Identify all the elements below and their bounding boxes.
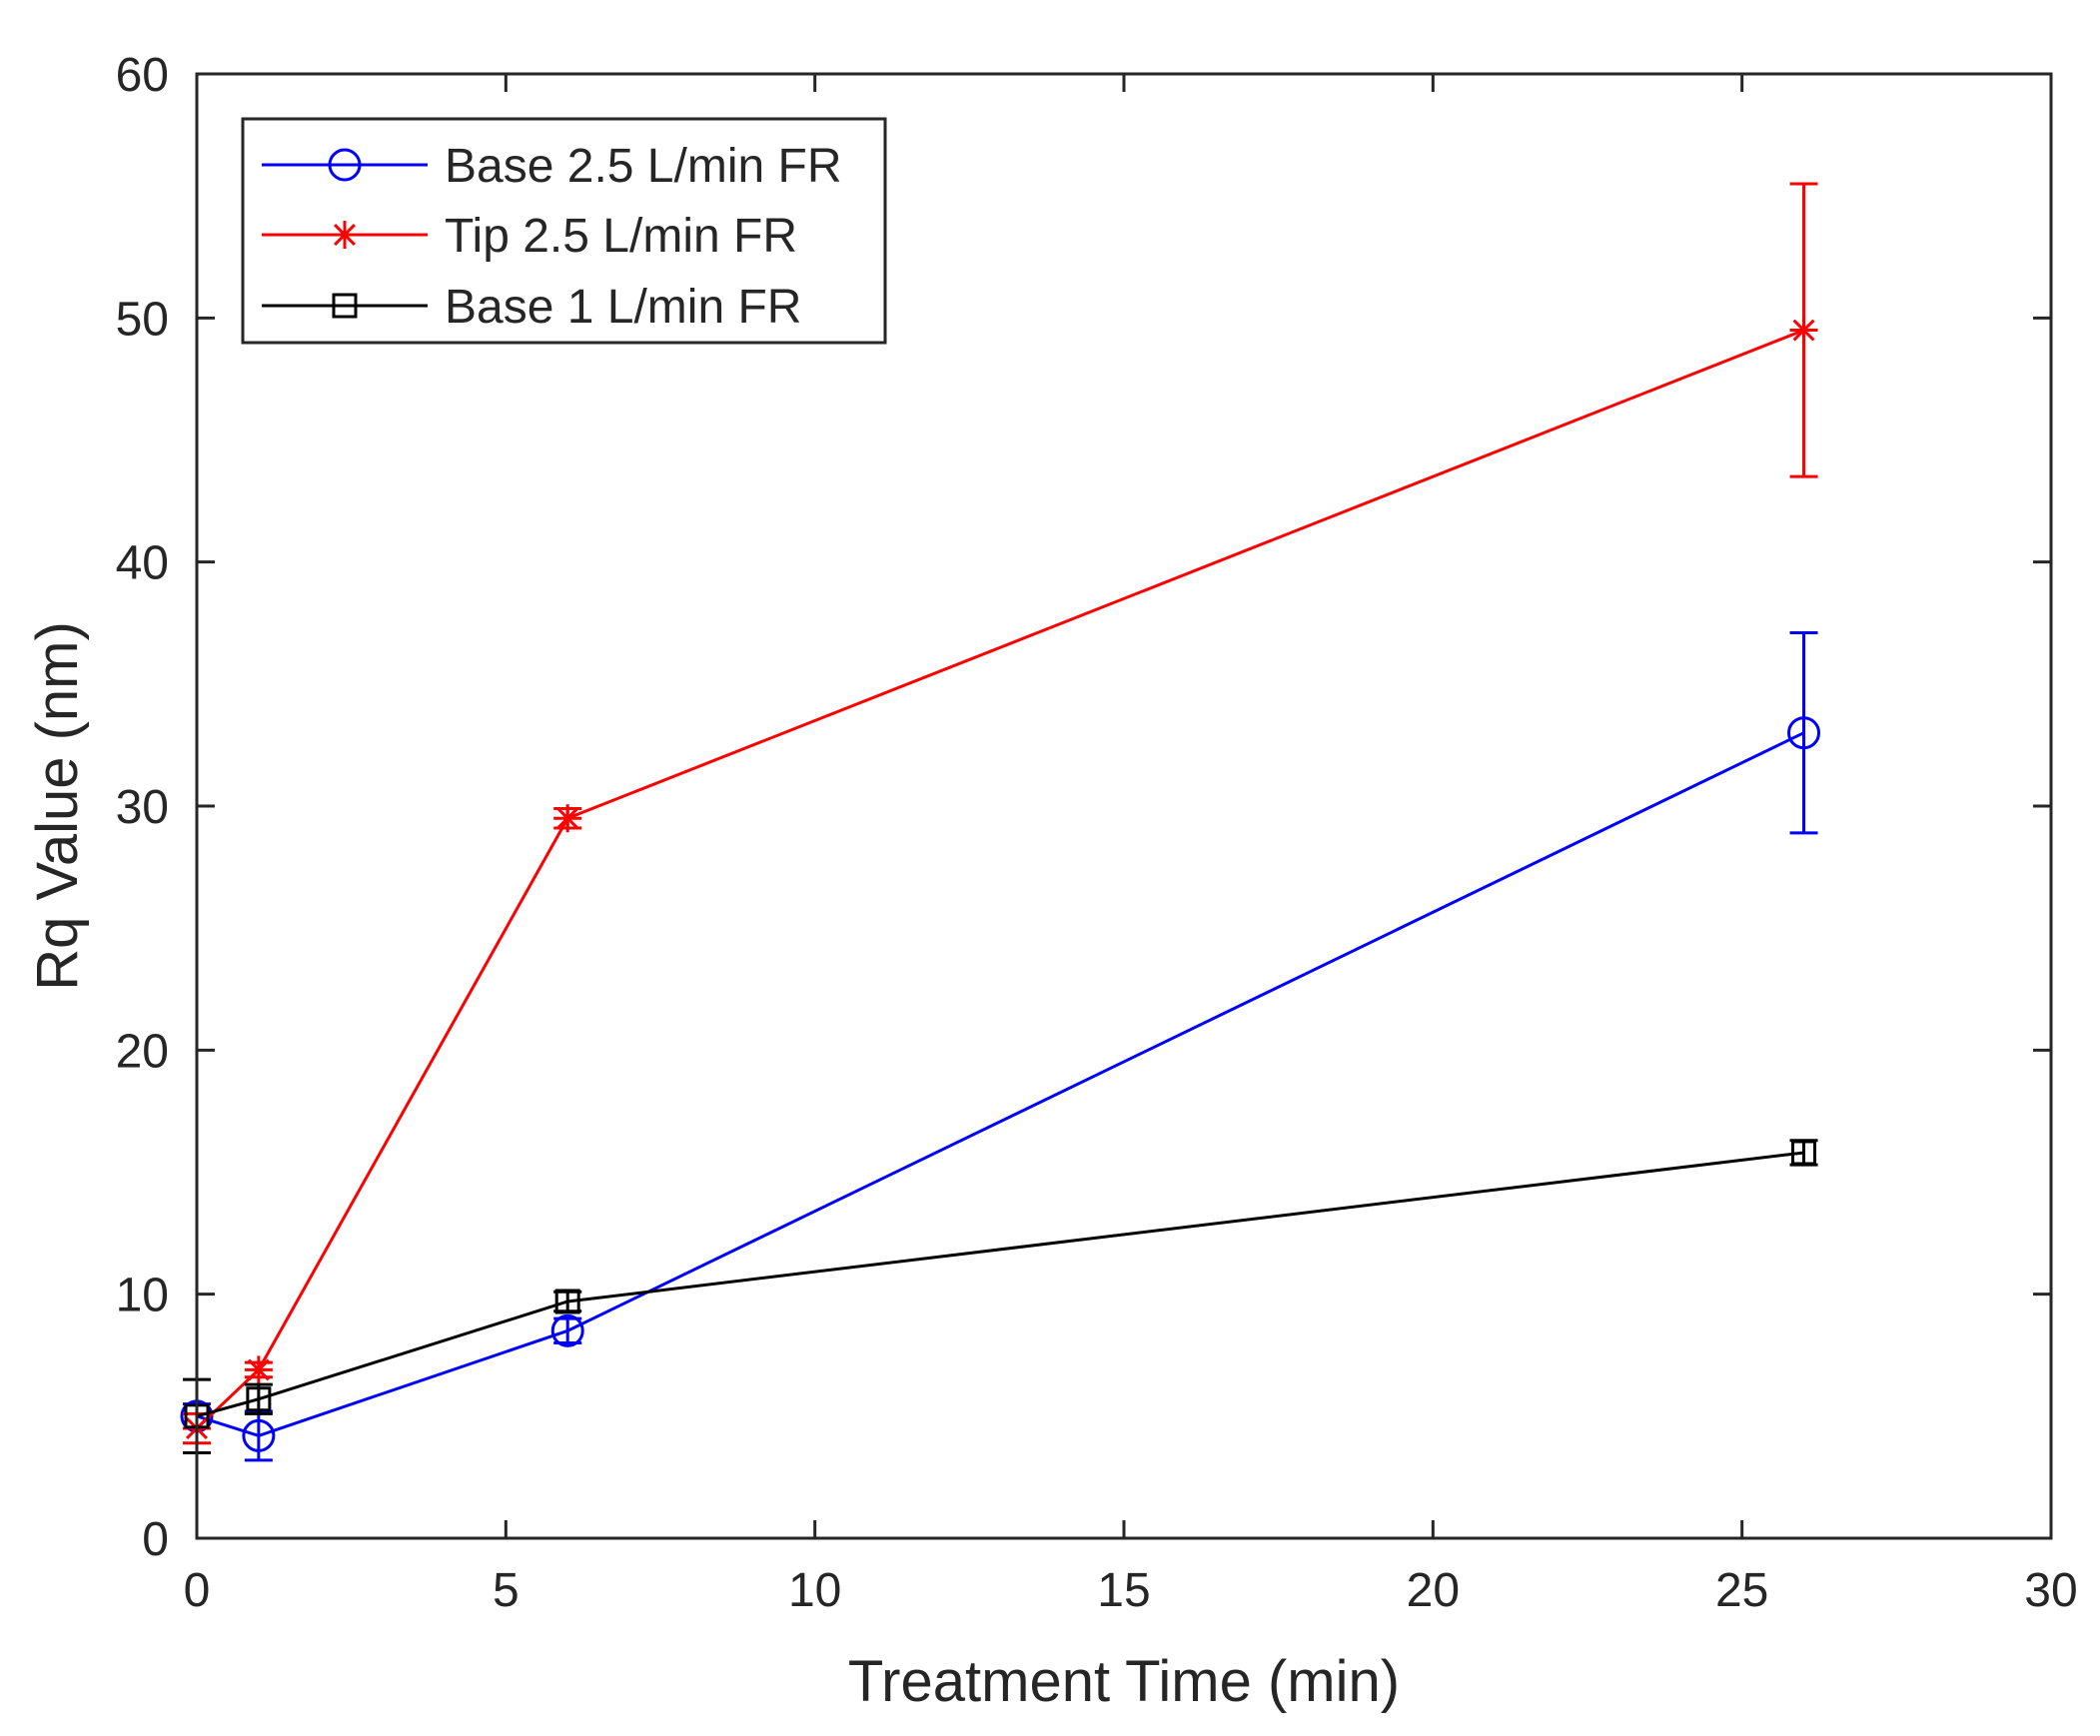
data-point [553, 804, 582, 833]
series-line [196, 1151, 1804, 1418]
data-point [1789, 316, 1818, 345]
x-axis-ticks: 0 5 10 15 20 25 30 [184, 74, 2078, 1617]
y-axis-label: Rq Value (nm) [25, 621, 90, 991]
y-axis-ticks: 0 10 20 30 40 50 60 [116, 49, 2051, 1566]
x-tick-label: 20 [1407, 1564, 1460, 1617]
legend-label: Base 2.5 L/min FR [445, 140, 842, 193]
series-line [195, 329, 1805, 1430]
y-tick-label: 40 [116, 537, 169, 590]
x-tick-label: 10 [788, 1564, 841, 1617]
data-point [550, 1313, 584, 1347]
x-tick-label: 30 [2024, 1564, 2077, 1617]
data-point [244, 1355, 273, 1384]
y-tick-label: 30 [116, 781, 169, 834]
data-point [242, 1418, 276, 1452]
legend-label: Tip 2.5 L/min FR [445, 210, 797, 263]
legend: Base 2.5 L/min FR Tip 2.5 L/min FR Base 1 … [241, 117, 887, 345]
series-3 [183, 1139, 1818, 1454]
legend-entry-1: Base 2.5 L/min FR [262, 140, 842, 193]
y-tick-label: 60 [116, 49, 169, 102]
series-2 [183, 182, 1818, 1445]
legend-entry-2: Tip 2.5 L/min FR [262, 210, 797, 263]
y-tick-label: 0 [142, 1513, 169, 1566]
legend-entry-3: Base 1 L/min FR [262, 281, 801, 334]
data-point [1791, 1140, 1817, 1166]
legend-marker [332, 293, 358, 319]
data-point [1787, 716, 1821, 750]
y-tick-label: 10 [116, 1270, 169, 1322]
x-axis-label: Treatment Time (min) [848, 1649, 1400, 1714]
error-bar [1789, 631, 1818, 835]
y-tick-label: 50 [116, 293, 169, 346]
x-tick-label: 15 [1097, 1564, 1150, 1617]
legend-marker [331, 221, 359, 249]
legend-label: Base 1 L/min FR [445, 281, 801, 334]
legend-marker [328, 148, 362, 182]
data-point [554, 1289, 580, 1314]
x-tick-label: 0 [184, 1564, 211, 1617]
series-line [196, 731, 1805, 1437]
x-tick-label: 5 [493, 1564, 520, 1617]
data-point [246, 1386, 272, 1412]
x-tick-label: 25 [1715, 1564, 1768, 1617]
y-tick-label: 20 [116, 1025, 169, 1078]
series-layer [180, 182, 1821, 1462]
